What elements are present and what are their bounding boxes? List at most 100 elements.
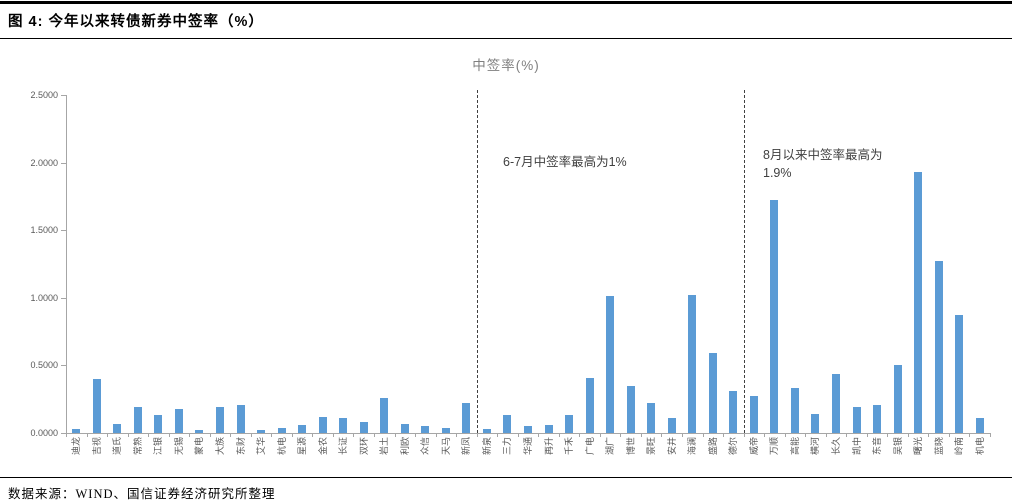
x-axis-tick [291, 433, 293, 437]
x-axis-tick [969, 433, 971, 437]
x-axis-tick [805, 433, 807, 437]
x-axis-tick [312, 433, 314, 437]
x-axis-tick [332, 433, 334, 437]
x-axis-tick [682, 433, 683, 437]
x-axis-tick [640, 433, 642, 437]
x-axis-tick [353, 433, 355, 437]
y-axis-tick-label: 0.0000 [30, 428, 58, 438]
bar [380, 397, 389, 433]
bar [359, 422, 368, 433]
x-axis-tick [456, 433, 458, 437]
bar [544, 424, 553, 433]
bar [873, 404, 882, 433]
x-axis-tick [764, 433, 766, 437]
x-axis-tick [825, 433, 827, 437]
chart-title: 中签率(%) [472, 58, 540, 73]
x-axis-tick [230, 433, 232, 437]
x-axis-tick [374, 433, 375, 437]
x-axis-tick [189, 433, 191, 437]
bar [893, 365, 902, 433]
annotation-aug: 8月以来中签率最高为 1.9% [763, 146, 882, 182]
x-axis-tick [558, 433, 560, 437]
x-axis-tick [394, 433, 396, 437]
y-axis-tick [61, 365, 66, 367]
bar [174, 408, 183, 433]
y-axis-tick-label: 2.0000 [30, 157, 58, 168]
y-axis-tick [61, 95, 66, 96]
bar [749, 396, 758, 433]
x-axis-tick [517, 433, 519, 437]
x-axis-tick [723, 433, 725, 437]
bar [647, 403, 656, 433]
x-axis-tick [497, 433, 499, 437]
annotation-jun-jul: 6-7月中签率最高为1% [503, 155, 627, 169]
y-axis-tick [61, 230, 66, 232]
bar [421, 426, 430, 433]
bar [975, 418, 984, 433]
y-axis-tick-label: 2.5000 [30, 90, 58, 100]
x-axis-tick [579, 433, 581, 437]
bar [852, 407, 861, 433]
bar [688, 295, 697, 433]
y-axis-tick [61, 162, 66, 164]
x-axis-tick [661, 433, 663, 437]
annotation-aug-line1: 8月以来中签率最高为 [763, 148, 883, 162]
bar [524, 426, 532, 433]
bar [92, 378, 101, 433]
x-axis-tick [990, 433, 991, 437]
x-axis-tick [620, 433, 622, 437]
y-axis-tick [61, 433, 66, 434]
x-axis-tick [928, 433, 930, 437]
x-axis-tick [168, 433, 170, 437]
x-axis-tick [887, 433, 889, 437]
y-axis-line [66, 95, 67, 434]
period-divider-dashed-line [476, 90, 478, 433]
y-axis-tick [61, 297, 66, 299]
bar [318, 416, 327, 433]
bar [236, 404, 245, 433]
x-axis-tick [866, 433, 868, 437]
bar [503, 415, 512, 433]
x-axis-tick [538, 433, 540, 437]
x-axis-tick [127, 433, 129, 437]
bar [298, 424, 307, 433]
x-axis-tick [148, 433, 150, 437]
x-axis-tick [250, 433, 252, 437]
x-axis-tick [86, 433, 88, 437]
bar [339, 418, 348, 433]
bar [565, 415, 574, 433]
source-note: 数据来源：WIND、国信证券经济研究所整理 [8, 487, 276, 501]
bar [585, 377, 594, 433]
bar [482, 428, 491, 433]
x-axis-tick [415, 433, 417, 437]
annotation-aug-line2: 1.9% [763, 166, 792, 180]
period-divider-dashed-line [743, 90, 745, 433]
bar [462, 403, 471, 433]
x-axis-tick [107, 433, 109, 437]
x-axis-tick [784, 433, 786, 437]
bar [708, 353, 717, 433]
y-axis-tick-label: 0.5000 [30, 360, 58, 371]
bar [216, 407, 224, 433]
y-axis-tick-label: 1.5000 [30, 225, 58, 236]
x-axis-line [66, 433, 990, 434]
x-axis-tick [209, 433, 211, 437]
x-axis-tick [948, 433, 950, 437]
x-axis-tick [66, 433, 67, 437]
bar [667, 418, 676, 433]
x-axis-tick [599, 433, 601, 437]
x-axis-tick [435, 433, 437, 437]
bar [914, 172, 923, 433]
bar [626, 385, 635, 433]
bar [832, 373, 840, 433]
x-axis-tick [743, 433, 745, 437]
x-axis-tick [702, 433, 704, 437]
bar [257, 430, 266, 433]
figure-title: 图 4: 今年以来转债新券中签率（%） [8, 14, 264, 30]
bar [770, 200, 779, 433]
x-axis-tick [476, 433, 478, 437]
bar [955, 315, 964, 433]
bar [113, 423, 122, 433]
bar [400, 423, 409, 433]
